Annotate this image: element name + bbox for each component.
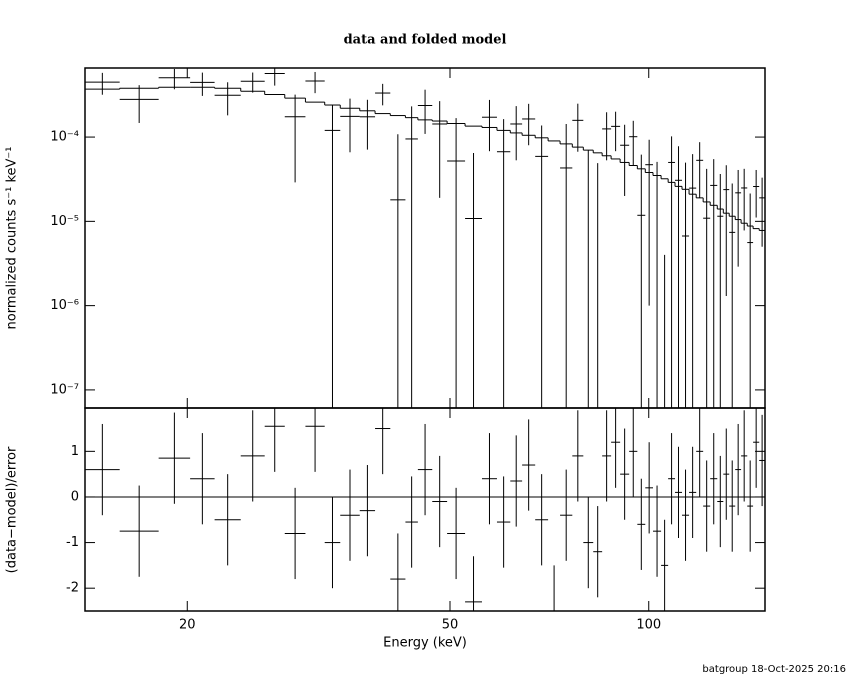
y-tick-label: -2 [66,581,79,596]
panel-frame [84,407,766,612]
y-tick-label: 0 [71,489,79,504]
footer: batgroup 18-Oct-2025 20:16 [702,664,846,675]
y-axis-label: normalized counts s⁻¹ keV⁻¹ [5,147,20,330]
x-tick-label: 20 [179,618,196,633]
chart-title: data and folded model [344,33,507,48]
y-tick-label: 1 [71,444,79,459]
y-tick-label: 10⁻⁴ [50,130,79,145]
x-tick-label: 100 [636,618,661,633]
y-axis-label: (data−model)/error [5,446,20,573]
x-tick-label: 50 [442,618,459,633]
y-tick-label: 10⁻⁶ [50,298,79,313]
y-tick-label: -1 [66,535,79,550]
y-tick-label: 10⁻⁵ [50,214,79,229]
y-tick-label: 10⁻⁷ [50,382,79,397]
x-axis-label: Energy (keV) [383,636,467,651]
